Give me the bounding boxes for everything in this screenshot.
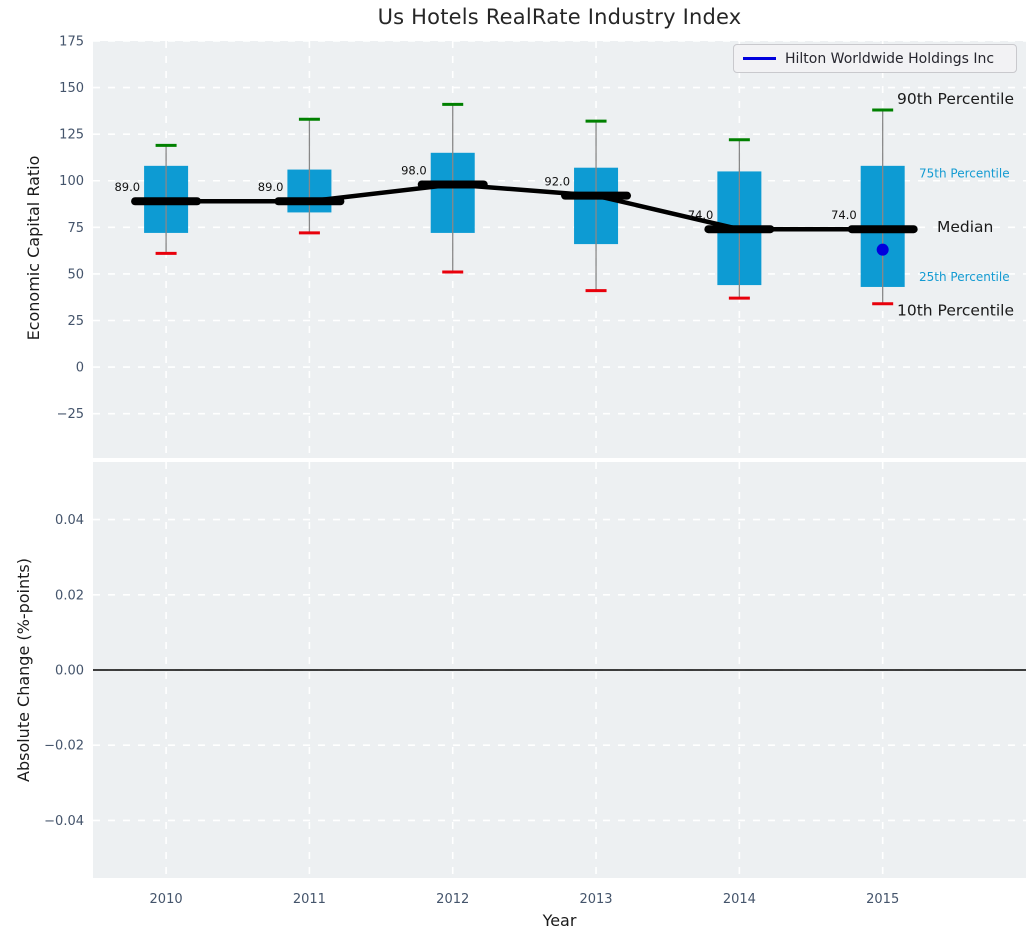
median-value-label-2012: 98.0 (401, 163, 427, 177)
legend-label: Hilton Worldwide Holdings Inc (785, 50, 995, 67)
x-tick-label-2012: 2012 (436, 892, 469, 907)
y-tick-label-top-4: 75 (67, 221, 84, 236)
y-tick-label-bottom-1: 0.02 (55, 588, 84, 603)
annotation-10th-percentile: 10th Percentile (897, 302, 1014, 320)
y-tick-label-top-5: 50 (67, 267, 84, 282)
median-value-label-2011: 89.0 (258, 180, 284, 194)
x-tick-label-2011: 2011 (293, 892, 326, 907)
annotation-90th-percentile: 90th Percentile (897, 90, 1014, 108)
y-tick-label-top-8: −25 (57, 407, 84, 422)
y-tick-label-top-7: 0 (76, 361, 84, 376)
median-value-label-2010: 89.0 (114, 180, 140, 194)
y-tick-label-top-0: 175 (59, 35, 84, 50)
x-tick-label-2015: 2015 (866, 892, 899, 907)
y-tick-label-top-6: 25 (67, 314, 84, 329)
y-tick-label-bottom-4: −0.04 (44, 814, 84, 829)
x-tick-label-2014: 2014 (723, 892, 756, 907)
annotation-median: Median (937, 218, 993, 236)
x-tick-label-2010: 2010 (150, 892, 183, 907)
legend: Hilton Worldwide Holdings Inc (733, 44, 1017, 73)
y-tick-label-top-3: 100 (59, 174, 84, 189)
y-tick-label-bottom-2: 0.00 (55, 664, 84, 679)
y-axis-label-bottom: Absolute Change (%-points) (14, 558, 33, 782)
y-tick-label-bottom-0: 0.04 (55, 513, 84, 528)
median-value-label-2015: 74.0 (831, 208, 857, 222)
median-value-label-2013: 92.0 (544, 175, 570, 189)
chart-title: Us Hotels RealRate Industry Index (377, 5, 742, 29)
y-tick-label-top-1: 150 (59, 81, 84, 96)
x-axis-label: Year (542, 911, 577, 930)
annotation-25th-percentile: 25th Percentile (919, 270, 1010, 284)
y-axis-label-top: Economic Capital Ratio (24, 155, 43, 341)
company-point-2015 (876, 243, 889, 256)
x-tick-label-2013: 2013 (579, 892, 612, 907)
annotation-75th-percentile: 75th Percentile (919, 167, 1010, 181)
median-value-label-2014: 74.0 (688, 208, 714, 222)
y-tick-label-bottom-3: −0.02 (44, 739, 84, 754)
legend-line-swatch (743, 57, 776, 60)
y-tick-label-top-2: 125 (59, 128, 84, 143)
